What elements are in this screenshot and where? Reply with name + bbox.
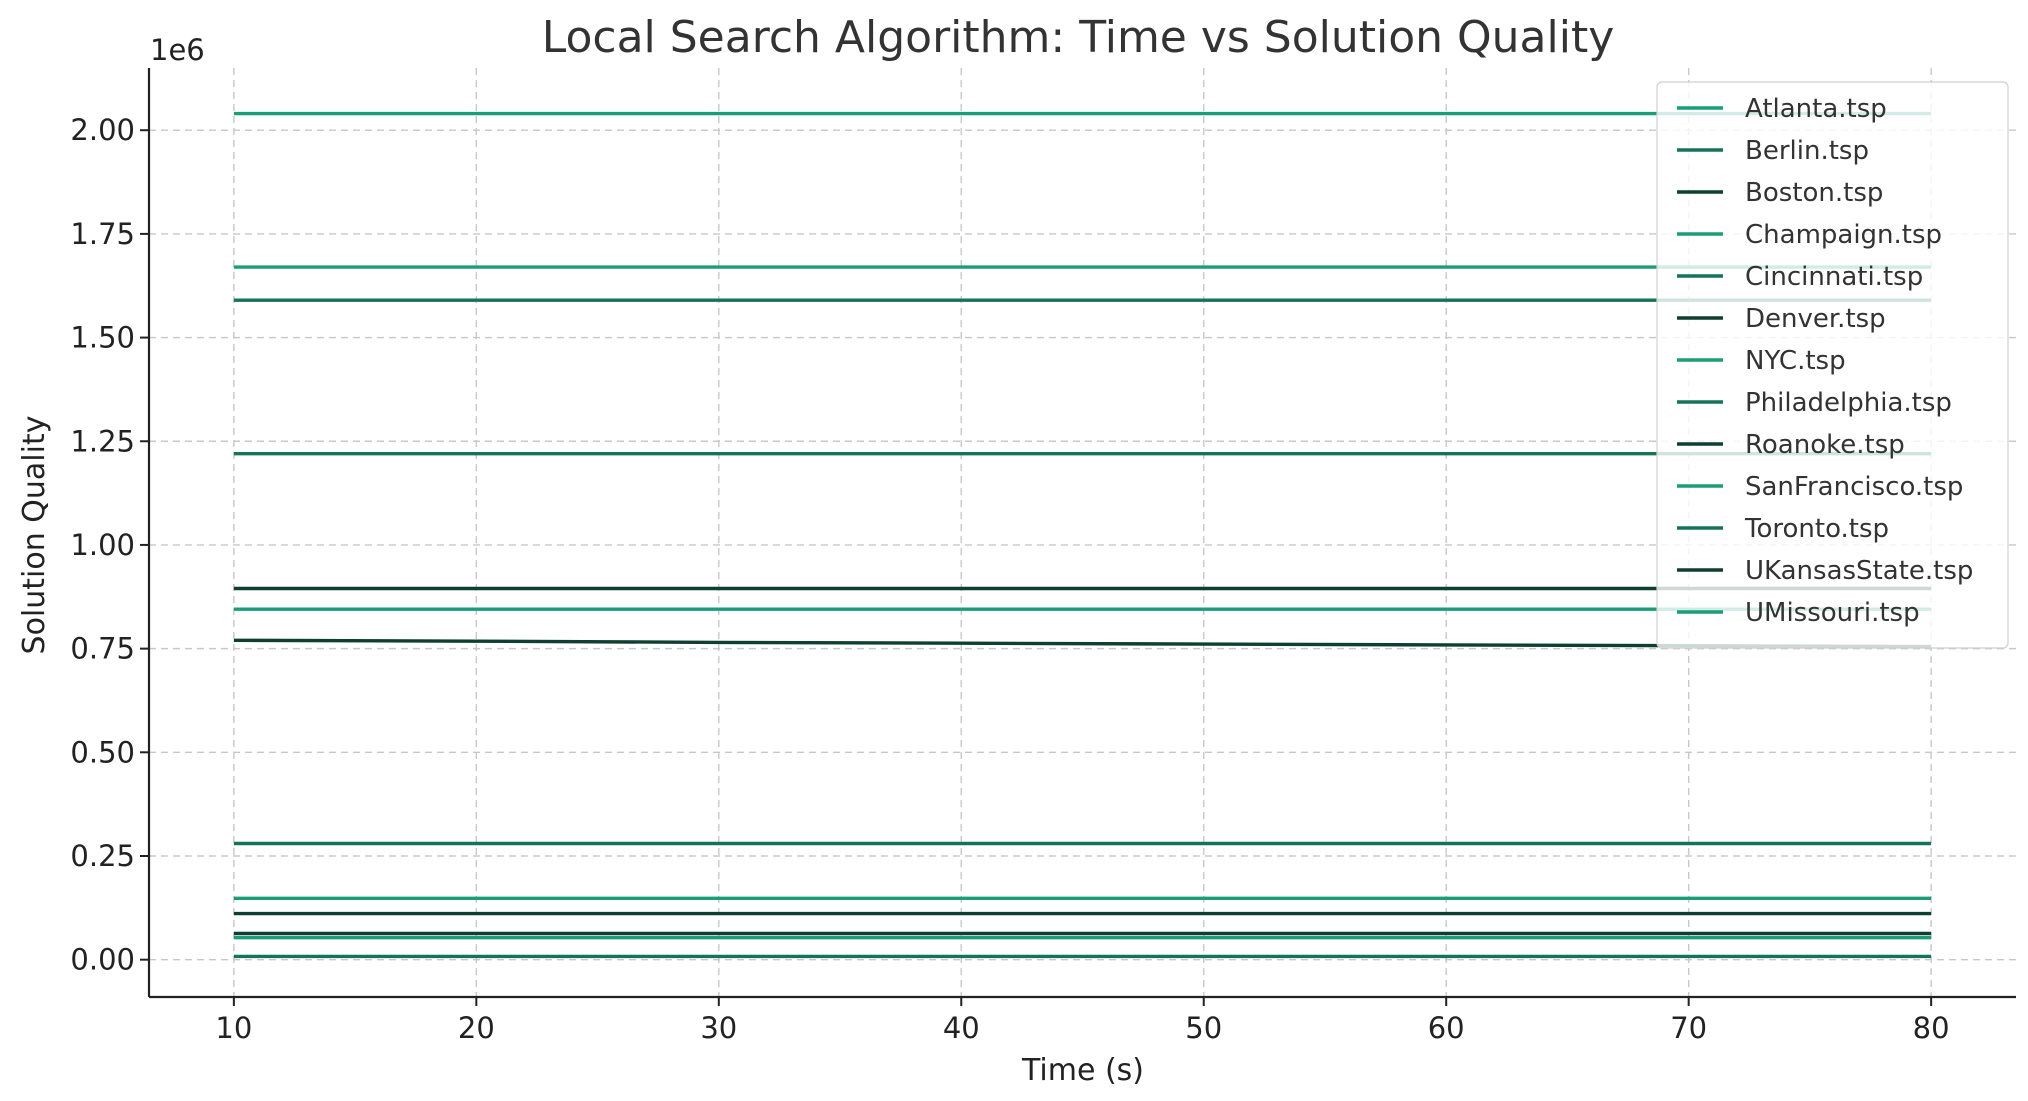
y-axis-offset-label: 1e6: [150, 33, 205, 67]
legend-entry: Toronto.tsp: [1744, 514, 1889, 544]
y-tick-label: 1.75: [70, 217, 135, 251]
legend-entry: Philadelphia.tsp: [1745, 388, 1952, 418]
legend-entry: Champaign.tsp: [1745, 220, 1942, 250]
legend-entry: Boston.tsp: [1745, 178, 1883, 208]
legend-box: [1656, 81, 2009, 649]
legend-entry: UMissouri.tsp: [1745, 598, 1920, 628]
x-tick-label: 60: [1428, 1011, 1465, 1045]
x-tick-label: 20: [458, 1011, 495, 1045]
y-axis-label: Solution Quality: [17, 416, 52, 655]
x-tick-label: 30: [700, 1011, 737, 1045]
x-tick-label: 40: [943, 1011, 980, 1045]
legend: Atlanta.tsp Berlin.tsp Boston.tsp Champaign…: [1656, 81, 2009, 649]
x-tick-label: 10: [215, 1011, 252, 1045]
y-tick-label: 0.50: [70, 735, 135, 769]
x-axis-label: Time (s): [1021, 1053, 1144, 1088]
series-line: [233, 638, 1932, 649]
x-axis-ticks: 10 20 30 40 50 60 70 80: [215, 997, 1950, 1045]
legend-entry: Roanoke.tsp: [1745, 430, 1905, 460]
legend-entry: NYC.tsp: [1745, 346, 1846, 376]
legend-entry: SanFrancisco.tsp: [1745, 472, 1963, 502]
legend-entry: Cincinnati.tsp: [1745, 262, 1923, 292]
legend-entry: Berlin.tsp: [1745, 136, 1869, 166]
legend-entry: UKansasState.tsp: [1745, 556, 1973, 586]
chart-title: Local Search Algorithm: Time vs Solution…: [542, 12, 1615, 63]
y-tick-label: 2.00: [70, 113, 135, 147]
legend-entry: Denver.tsp: [1745, 304, 1886, 334]
x-tick-label: 70: [1670, 1011, 1707, 1045]
y-tick-label: 0.75: [70, 632, 135, 666]
plot-series: [233, 111, 1932, 959]
legend-entry: Atlanta.tsp: [1745, 94, 1887, 124]
y-tick-label: 1.50: [70, 321, 135, 355]
x-tick-label: 50: [1185, 1011, 1222, 1045]
y-tick-label: 0.25: [70, 839, 135, 873]
y-tick-label: 1.00: [70, 528, 135, 562]
y-tick-label: 1.25: [70, 424, 135, 458]
y-tick-label: 0.00: [70, 943, 135, 977]
axes: [147, 68, 2016, 999]
x-tick-label: 80: [1913, 1011, 1950, 1045]
y-axis-ticks: 0.00 0.25 0.50 0.75 1.00 1.25 1.50 1.75 2.00: [70, 113, 149, 977]
